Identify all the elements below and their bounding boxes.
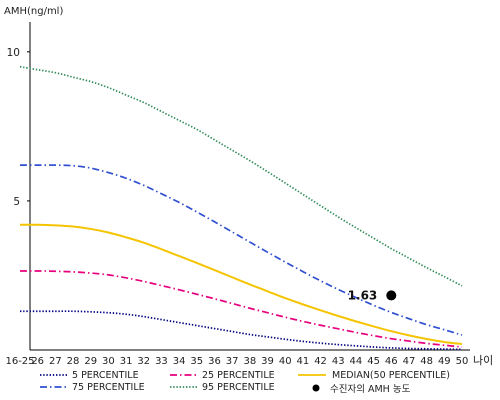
x-tick-label: 42 [314,356,327,367]
legend-label: 75 PERCENTILE [72,382,145,393]
series-lines [19,65,463,351]
patient-amh-value-label: 1.63 [348,288,378,302]
x-tick-label: 34 [173,356,186,367]
series-line-25-percentile [19,270,463,348]
x-tick-label: 39 [261,356,274,367]
x-tick-label: 45 [367,356,380,367]
patient-marker: 1.63 [348,288,397,302]
y-tick-label: 5 [13,196,20,208]
x-tick-label: 47 [403,356,416,367]
x-tick-label: 46 [385,356,398,367]
legend-label: 95 PERCENTILE [202,382,275,393]
x-axis-title: 나이 [473,354,493,367]
legend-label: 수진자의 AMH 농도 [330,384,411,395]
x-tick-label: 41 [297,356,310,367]
x-tick-label: 35 [190,356,203,367]
legend-label: MEDIAN(50 PERCENTILE) [332,370,450,381]
x-tick-label: 43 [332,356,345,367]
legend-swatch-point [312,384,320,392]
patient-amh-point [386,290,397,301]
x-tick-label: 37 [226,356,239,367]
series-line-75-percentile [20,164,463,336]
y-ticks: 5 10 [7,47,30,208]
x-tick-label: 38 [243,356,256,367]
y-tick-label: 10 [7,47,20,59]
series-line-median-50-percentile- [19,223,463,346]
x-tick-label: 26 [31,356,44,367]
axes: AMH(ng/ml) 나이 [4,6,493,367]
x-tick-label: 32 [137,356,150,367]
legend: 5 PERCENTILE 25 PERCENTILE MEDIAN(50 PERCE… [40,370,450,395]
x-tick-label: 31 [120,356,133,367]
x-tick-label: 28 [67,356,80,367]
legend-label: 25 PERCENTILE [202,370,275,381]
legend-label: 5 PERCENTILE [72,370,139,381]
x-tick-label: 44 [350,356,363,367]
x-tick-label: 29 [84,356,97,367]
x-tick-label: 40 [279,356,292,367]
x-tick-label: 30 [102,356,115,367]
x-tick-label: 27 [49,356,62,367]
x-tick-label: 50 [456,356,469,367]
y-axis-title: AMH(ng/ml) [4,6,63,17]
x-tick-label: 49 [438,356,451,367]
x-tick-label: 48 [420,356,433,367]
series-line-5-percentile [20,310,463,351]
x-tick-label: 33 [155,356,168,367]
x-tick-label: 16-25 [5,356,34,367]
series-line-95-percentile [19,65,463,287]
x-tick-label: 36 [208,356,221,367]
